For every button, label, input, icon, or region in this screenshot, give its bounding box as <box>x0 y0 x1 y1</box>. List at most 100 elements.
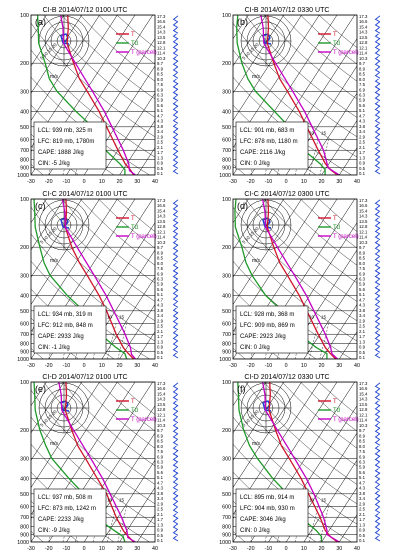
height-tick-label: 0.1 <box>157 538 164 543</box>
mixing-ratio-line <box>117 506 127 542</box>
wind-barb <box>374 114 381 119</box>
wind-barb <box>172 337 179 342</box>
wind-barb <box>172 148 179 152</box>
wind-barb <box>374 213 381 218</box>
height-tick-label: 13.5 <box>359 402 368 407</box>
height-tick-label: 1.7 <box>157 334 164 339</box>
height-tick-label: 0.5 <box>359 533 366 538</box>
height-tick-label: 5.1 <box>359 292 366 297</box>
wind-barb <box>375 50 380 54</box>
wind-barb <box>173 535 177 539</box>
height-tick-label: 4.3 <box>157 303 164 308</box>
height-tick-label: 14.3 <box>157 214 166 219</box>
wind-barb <box>374 315 381 319</box>
wind-barb <box>375 123 379 127</box>
isotherm <box>119 304 155 359</box>
wind-barb <box>173 423 177 426</box>
pressure-tick-label: 100 <box>222 13 231 19</box>
wind-barb <box>172 292 179 297</box>
temperature-tick-label: 30 <box>336 546 342 550</box>
wind-barb <box>374 441 381 446</box>
wind-barb <box>172 436 179 441</box>
wind-barb <box>173 301 178 305</box>
height-tick-label: 7.5 <box>359 82 366 87</box>
height-tick-label: 6.9 <box>359 87 366 92</box>
height-tick-label: 14.3 <box>359 30 368 35</box>
speed-unit-label: m/s <box>252 74 261 80</box>
wind-barb <box>374 80 381 85</box>
height-tick-label: 9.7 <box>157 245 164 250</box>
wind-barb <box>173 523 178 528</box>
height-tick-label: 0.1 <box>157 171 164 176</box>
wind-barb <box>375 445 379 449</box>
height-tick-label: 5.9 <box>359 465 366 470</box>
height-tick-label: 0.9 <box>359 345 366 350</box>
wind-barb <box>375 234 380 238</box>
temperature-tick-label: -20 <box>45 363 53 369</box>
wind-barb <box>172 80 179 85</box>
wind-barb <box>375 352 379 356</box>
wind-barb <box>375 256 380 260</box>
isotherm <box>233 382 267 434</box>
height-tick-label: 16.6 <box>157 203 166 208</box>
temperature-tick-label: 20 <box>319 363 325 369</box>
wind-barb <box>374 486 381 491</box>
isotherm <box>303 459 357 542</box>
parcel-info-line: CIN: 0 J/kg <box>240 528 270 534</box>
wind-barb <box>172 531 179 536</box>
wind-barb <box>375 535 379 539</box>
wind-barb <box>375 439 380 443</box>
wind-barb <box>173 66 178 71</box>
temperature-tick-label: 10 <box>99 363 105 369</box>
height-tick-label: 4.7 <box>157 113 164 118</box>
pressure-tick-label: 500 <box>20 125 29 131</box>
height-tick-label: 9.7 <box>359 61 366 66</box>
pressure-tick-label: 400 <box>20 293 29 299</box>
wind-barb <box>172 153 179 158</box>
wind-barb <box>173 439 178 443</box>
mixing-ratio-line <box>308 139 319 175</box>
wind-barb <box>374 354 381 359</box>
legend-entry: T (parcel) <box>131 417 157 423</box>
height-tick-label: 0.9 <box>359 528 366 533</box>
pressure-tick-label: 400 <box>222 476 231 482</box>
wind-barb <box>374 537 381 542</box>
height-tick-label: 12.8 <box>359 407 368 412</box>
wind-barb <box>374 503 381 508</box>
height-tick-label: 8.9 <box>359 433 366 438</box>
wind-barb <box>173 217 177 221</box>
height-tick-label: 3.4 <box>359 496 366 501</box>
parcel-info-line: CAPE: 2116 J/kg <box>240 150 285 156</box>
wind-barb <box>374 164 381 169</box>
wind-barb <box>172 315 179 319</box>
height-tick-label: 7.5 <box>359 449 366 454</box>
wind-barb <box>172 275 179 280</box>
wind-barb <box>374 520 381 525</box>
wind-barb <box>375 462 380 466</box>
pressure-tick-label: 800 <box>222 341 231 347</box>
parcel-info-line: LFC: 909 mb, 869 m <box>240 323 295 329</box>
pressure-tick-label: 800 <box>222 157 231 163</box>
height-tick-label: 10.3 <box>157 423 166 428</box>
temperature-line <box>266 199 337 359</box>
wind-barb <box>172 498 179 502</box>
wind-barb <box>173 146 177 149</box>
wind-barb <box>173 162 178 166</box>
pressure-tick-label: 1000 <box>17 540 29 546</box>
temperature-tick-label: 0 <box>285 179 288 185</box>
pressure-tick-label: 1000 <box>219 357 231 363</box>
legend-entry: T <box>131 32 135 38</box>
wind-barb <box>374 298 381 303</box>
wind-barb <box>375 468 379 471</box>
isotherm <box>31 382 65 434</box>
legend-entry: T (parcel) <box>333 50 359 56</box>
height-tick-label: 12.1 <box>157 412 166 417</box>
isotherm <box>101 276 155 359</box>
wind-barb <box>374 108 381 113</box>
wind-barb <box>173 417 178 421</box>
height-tick-label: 8.9 <box>157 433 164 438</box>
wind-barb <box>172 264 179 269</box>
height-tick-label: 0.9 <box>157 345 164 350</box>
pressure-tick-label: 700 <box>20 515 29 521</box>
dry-adiabat <box>282 382 357 449</box>
